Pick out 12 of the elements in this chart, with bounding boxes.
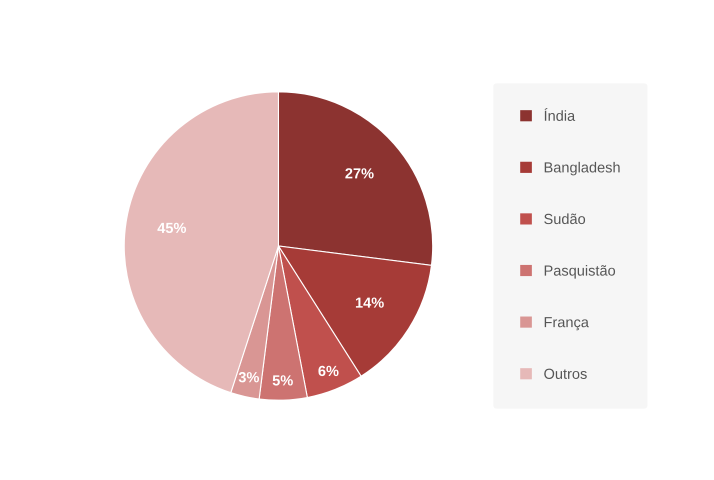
- legend-label: Sudão: [544, 213, 586, 224]
- data-label: 5%: [272, 375, 293, 386]
- data-label: 45%: [157, 222, 186, 234]
- legend-label: França: [544, 317, 589, 330]
- legend-label: Índia: [544, 108, 576, 121]
- data-label: 27%: [345, 168, 374, 178]
- data-label: 6%: [318, 366, 339, 376]
- data-label: 14%: [356, 297, 384, 308]
- data-label: 3%: [238, 372, 260, 382]
- legend-label: Outros: [544, 368, 587, 379]
- legend-label: Pasquistão: [544, 265, 616, 279]
- legend-label: Bangladesh: [544, 162, 620, 176]
